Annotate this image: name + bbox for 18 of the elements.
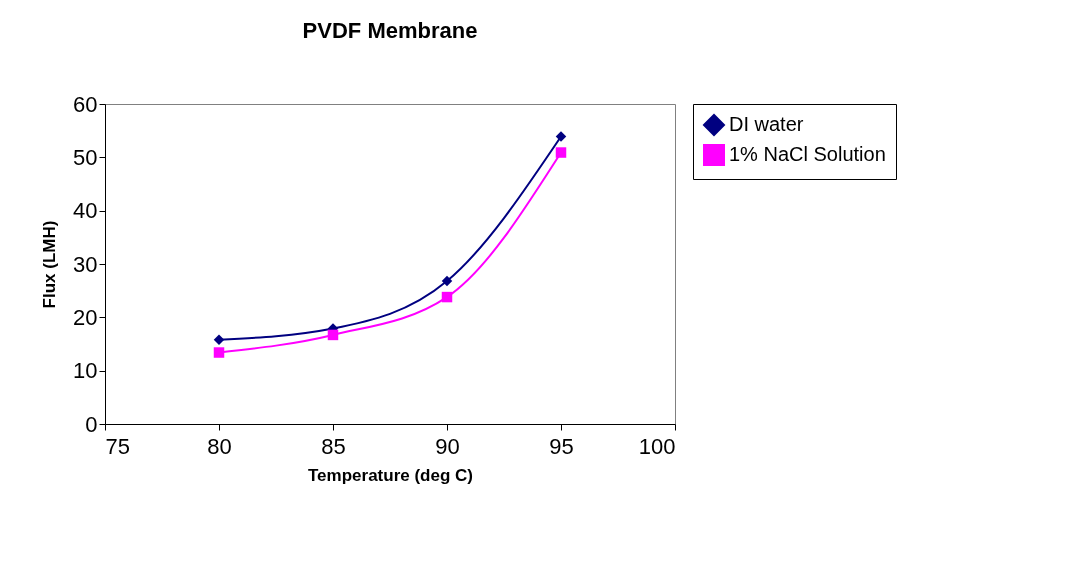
legend-label: 1% NaCl Solution	[729, 143, 886, 165]
x-axis-title: Temperature (deg C)	[308, 465, 473, 485]
y-axis-title: Flux (LMH)	[40, 220, 60, 309]
y-tick-label: 0	[85, 411, 98, 437]
x-tick-label: 75	[105, 433, 130, 459]
x-tick-label: 95	[549, 433, 574, 459]
x-tick-label: 85	[321, 433, 346, 459]
x-tick-label: 90	[435, 433, 460, 459]
x-tick-label: 80	[207, 433, 232, 459]
legend-label: DI water	[729, 113, 804, 135]
y-tick-label: 10	[73, 358, 98, 384]
chart-title: PVDF Membrane	[302, 18, 478, 43]
y-tick-label: 60	[73, 91, 98, 117]
x-tick-label: 100	[638, 433, 676, 459]
y-tick-label: 20	[73, 304, 98, 330]
y-tick-label: 30	[73, 251, 98, 277]
y-tick-label: 40	[73, 198, 98, 224]
y-tick-label: 50	[73, 144, 98, 170]
